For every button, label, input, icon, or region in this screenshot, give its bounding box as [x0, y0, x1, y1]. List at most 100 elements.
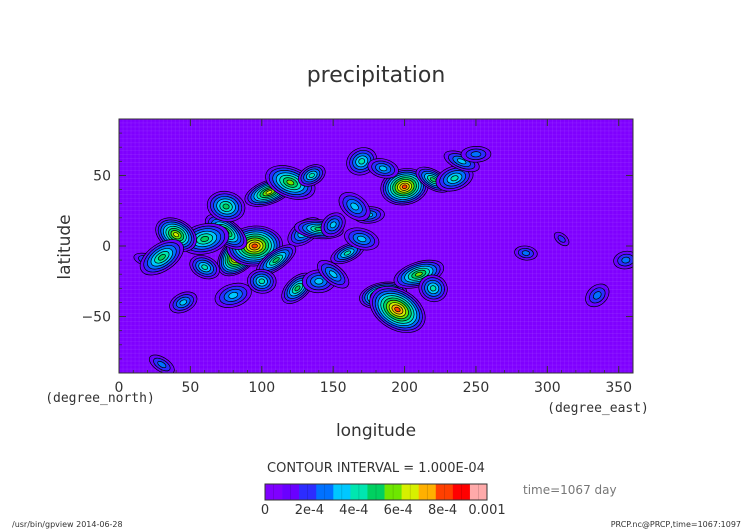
y-tick-label: 50 [93, 168, 111, 184]
contour-level-10 [251, 243, 258, 249]
contour-level-7 [414, 271, 423, 277]
precip-feature [214, 282, 252, 308]
contour-level-4 [378, 165, 388, 172]
colorbar-tick-label: 0 [261, 503, 269, 518]
colorbar-tick-labels: 0 2e-4 4e-4 6e-4 8e-4 0.001 [261, 503, 506, 518]
precip-feature [189, 255, 220, 280]
colorbar-swatch [316, 484, 334, 500]
contour-level-4 [357, 235, 367, 243]
precip-feature [206, 190, 246, 223]
contour-level-6 [272, 257, 280, 264]
contour-level-10 [401, 184, 408, 189]
precip-feature [367, 158, 399, 179]
colorbar [264, 483, 488, 501]
precip-feature [139, 239, 184, 276]
contour-level-5 [308, 172, 315, 178]
colorbar-swatch [299, 484, 317, 500]
x-axis-label: longitude [336, 421, 416, 441]
contour-level-4 [179, 299, 188, 306]
colorbar-tick-label: 2e-4 [295, 503, 324, 518]
contour-level-5 [429, 285, 437, 292]
contour-level-7 [286, 179, 295, 186]
footer-right: PRCP.nc@PRCP,time=1067:1097 [611, 520, 741, 529]
contour-level-5 [201, 264, 208, 270]
colorbar-tick-label: 6e-4 [384, 503, 413, 518]
contour-level-5 [358, 158, 366, 165]
x-tick-label: 0 [115, 380, 124, 396]
contour-level-4 [314, 278, 324, 285]
time-label: time=1067 day [523, 483, 617, 497]
x-axis-ticks: 0 50 100 150 200 250 300 350 [115, 119, 634, 396]
precipitation-contours [133, 146, 633, 373]
contour-level-6 [222, 203, 230, 210]
contour-level-4 [350, 202, 359, 211]
precip-feature [435, 164, 474, 192]
x-tick-label: 100 [248, 380, 275, 396]
contour-level-8 [173, 232, 180, 238]
colorbar-swatch [265, 484, 283, 500]
precip-feature [247, 268, 277, 294]
precip-feature [255, 244, 297, 276]
contour-level-10 [394, 306, 401, 313]
contour-level-3 [470, 151, 482, 158]
contour-interval-label: CONTOUR INTERVAL = 1.000E-04 [267, 461, 485, 476]
colorbar-swatch [401, 484, 419, 500]
precip-feature [460, 146, 492, 163]
precip-feature [320, 212, 346, 238]
colorbar-swatch [350, 484, 368, 500]
x-unit-label: (degree_east) [547, 401, 649, 416]
x-tick-label: 150 [320, 380, 347, 396]
contour-level-8 [265, 190, 273, 195]
y-axis-label: latitude [55, 214, 75, 279]
contour-level-4 [228, 291, 239, 299]
precip-feature [418, 274, 448, 303]
x-tick-label: 300 [534, 380, 561, 396]
precip-feature [148, 354, 175, 373]
x-tick-label: 350 [605, 380, 632, 396]
y-tick-label: 0 [102, 239, 111, 255]
contour-level-5 [343, 250, 352, 256]
contour-level-6 [200, 236, 210, 242]
precip-feature [585, 283, 610, 308]
contour-level-4 [329, 221, 337, 229]
contour-level-4 [328, 270, 338, 279]
contour-level-3 [521, 250, 531, 256]
contour-level-3 [593, 291, 602, 300]
x-tick-label: 200 [391, 380, 418, 396]
contour-level-2 [557, 235, 566, 243]
precip-feature [281, 272, 314, 304]
precip-feature [297, 164, 326, 187]
colorbar-frame [264, 483, 488, 501]
precip-feature [613, 250, 633, 270]
contour-level-6 [157, 253, 166, 261]
colorbar-swatch [367, 484, 385, 500]
precip-feature [169, 291, 198, 314]
colorbar-tick-label: 8e-4 [428, 503, 457, 518]
colorbar-swatch [384, 484, 402, 500]
colorbar-swatch [418, 484, 437, 500]
colorbar-tick-label: 0.001 [468, 503, 505, 518]
colorbar-swatch [333, 484, 351, 500]
precip-feature [514, 245, 538, 261]
x-tick-label: 50 [181, 380, 199, 396]
x-tick-label: 250 [463, 380, 490, 396]
precip-feature [338, 192, 371, 221]
colorbar-swatch [469, 484, 488, 500]
contour-level-5 [258, 278, 266, 285]
y-axis-ticks: −50 0 50 [81, 132, 633, 360]
colorbar-swatch [435, 484, 454, 500]
chart-title: precipitation [307, 63, 446, 88]
footer-left: /usr/bin/gpview 2014-06-28 [12, 520, 123, 529]
colorbar-tick-label: 4e-4 [339, 503, 368, 518]
precip-feature [344, 227, 380, 251]
contour-level-3 [621, 256, 631, 264]
y-unit-label: (degree_north) [45, 391, 155, 406]
precip-feature [301, 269, 336, 294]
colorbar-swatch [452, 484, 471, 500]
contour-level-4 [456, 158, 467, 165]
precip-feature [553, 231, 570, 247]
precip-feature [369, 286, 426, 333]
y-tick-label: −50 [81, 310, 111, 326]
contour-level-3 [157, 360, 167, 369]
contour-level-6 [294, 285, 301, 292]
